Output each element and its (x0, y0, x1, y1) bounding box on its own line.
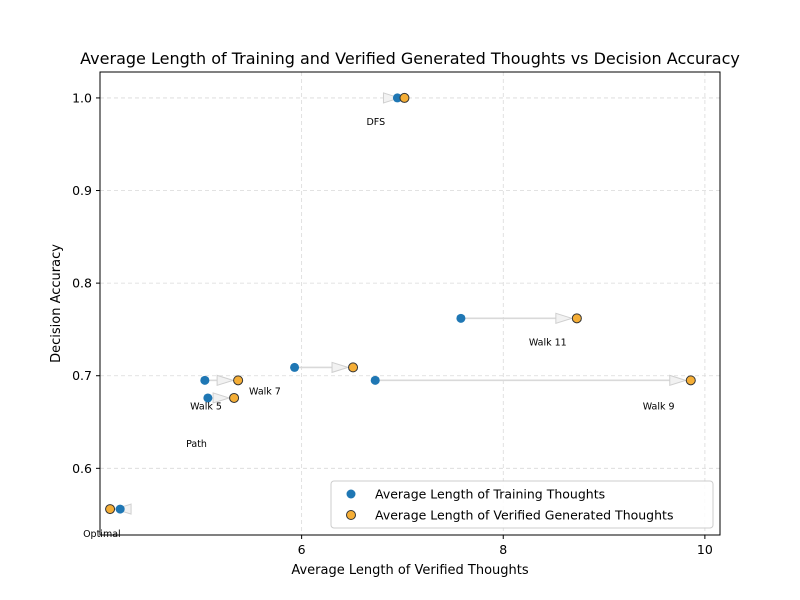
plot-frame (99, 71, 721, 536)
arrow-2 (375, 374, 688, 387)
legend: Average Length of Training Thoughts Aver… (330, 480, 714, 529)
generated-point-4 (233, 375, 244, 386)
generated-point-1 (571, 313, 582, 324)
plot-area (100, 72, 720, 535)
arrow-head-5 (212, 392, 231, 404)
generated-point-3 (348, 362, 359, 373)
arrow-head-1 (555, 312, 574, 324)
legend-label-training: Average Length of Training Thoughts (375, 487, 605, 502)
arrow-head-4 (216, 374, 235, 387)
annotation-1: Walk 11 (529, 337, 567, 348)
training-point-2 (370, 375, 380, 385)
annotation-0: DFS (366, 117, 385, 128)
training-point-3 (290, 362, 300, 372)
training-point-4 (200, 375, 210, 385)
x-tick-label-1: 8 (499, 542, 507, 557)
x-axis-ticks: 6 8 10 (298, 535, 713, 557)
y-axis-label: Decision Accuracy (49, 244, 64, 363)
y-tick-label-2: 0.8 (72, 276, 92, 291)
training-point-0 (392, 93, 402, 103)
y-tick-label-1: 0.7 (72, 368, 92, 383)
x-tick-label-0: 6 (298, 542, 306, 557)
arrow-head-3 (331, 361, 350, 374)
legend-label-generated: Average Length of Verified Generated Tho… (375, 508, 673, 523)
generated-point-2 (685, 375, 696, 386)
training-points (115, 93, 466, 514)
annotation-3: Walk 7 (249, 386, 281, 397)
y-tick-label-3: 0.9 (72, 183, 92, 198)
training-point-6 (115, 504, 125, 514)
y-tick-label-0: 0.6 (72, 461, 92, 476)
arrow-3 (294, 361, 350, 374)
generated-point-6 (105, 504, 116, 515)
legend-marker-generated (346, 510, 356, 520)
arrow-0 (382, 92, 402, 104)
generated-points (105, 92, 696, 515)
legend-marker-training (346, 489, 356, 499)
arrow-head-0 (382, 92, 402, 104)
y-axis-ticks: 0.6 0.7 0.8 0.9 1.0 (72, 90, 100, 476)
x-axis-label: Average Length of Verified Thoughts (291, 563, 529, 578)
annotation-2: Walk 9 (643, 401, 675, 412)
arrow-head-2 (669, 374, 688, 387)
annotation-4: Walk 5 (190, 401, 222, 412)
generated-point-0 (399, 92, 410, 103)
training-point-5 (203, 393, 213, 403)
y-tick-label-4: 1.0 (72, 90, 92, 105)
x-tick-label-2: 10 (697, 542, 713, 557)
generated-point-5 (229, 392, 240, 403)
annotation-5: Path (186, 439, 207, 450)
training-point-1 (456, 313, 466, 323)
chart-title: Average Length of Training and Verified … (80, 49, 740, 68)
grid (100, 72, 720, 535)
arrow-1 (460, 312, 574, 324)
legend-box (330, 480, 714, 529)
